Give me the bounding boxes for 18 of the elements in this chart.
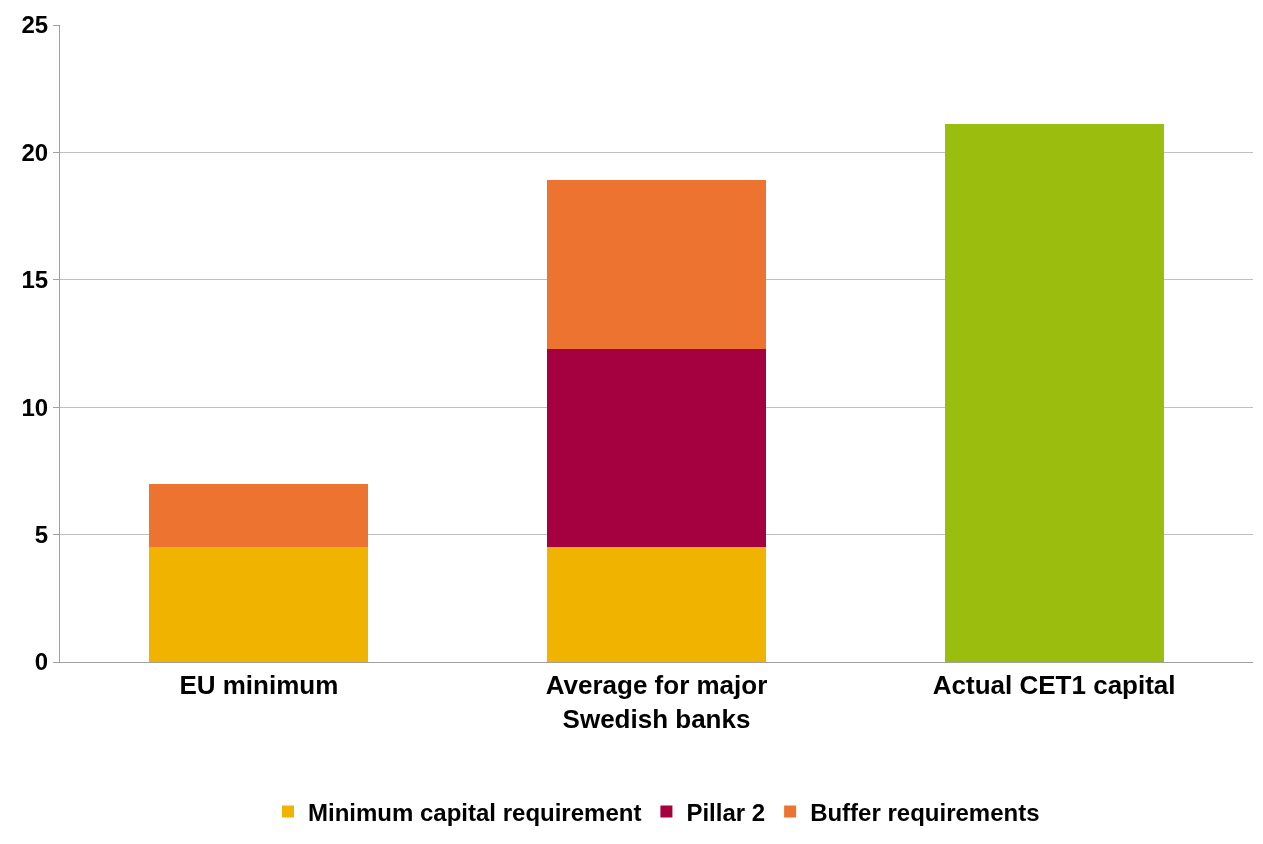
bar bbox=[149, 547, 369, 662]
bar bbox=[149, 483, 369, 548]
legend-label: Pillar 2 bbox=[686, 798, 766, 826]
y-tick-label: 15 bbox=[21, 266, 49, 294]
y-tick-label: 10 bbox=[21, 393, 49, 421]
y-tick-label: 20 bbox=[21, 138, 49, 166]
legend-label: Buffer requirements bbox=[810, 798, 1040, 826]
bar bbox=[547, 180, 766, 349]
bar bbox=[547, 348, 766, 548]
x-tick-label: Average for major Swedish banks bbox=[545, 670, 768, 734]
bar bbox=[944, 124, 1164, 662]
y-tick-label: 25 bbox=[21, 11, 49, 39]
y-tick-label: 5 bbox=[34, 521, 49, 548]
y-tick-label: 0 bbox=[34, 648, 49, 676]
bar bbox=[547, 547, 766, 662]
x-tick-label: EU minimum bbox=[179, 670, 339, 701]
legend-label: Minimum capital requirement bbox=[308, 798, 642, 826]
x-tick-label: Actual CET1 capital bbox=[932, 670, 1176, 701]
